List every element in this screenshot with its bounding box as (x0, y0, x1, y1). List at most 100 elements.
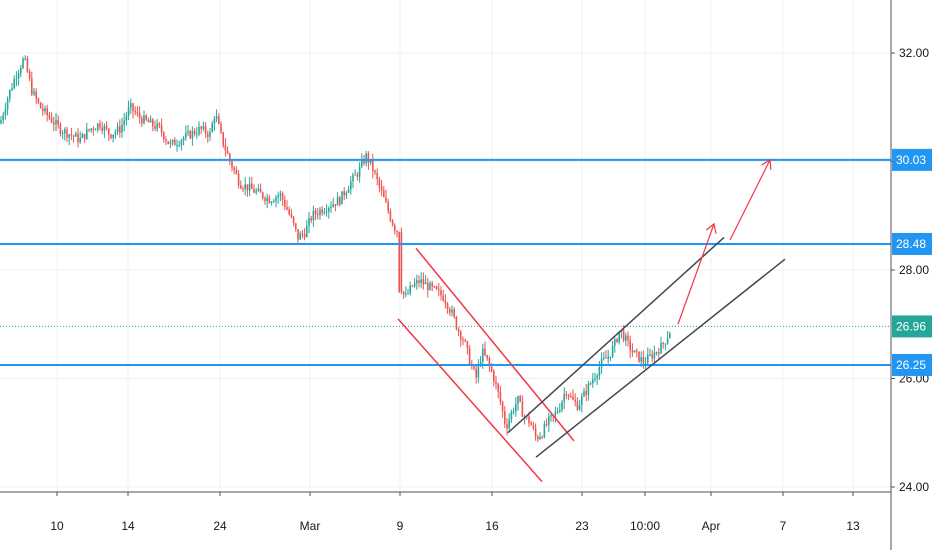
candle-body (209, 132, 211, 137)
candle-body (369, 159, 372, 163)
candle-body (627, 335, 629, 341)
candle-body (145, 115, 147, 120)
candle-body (508, 419, 510, 429)
candle-body (655, 352, 658, 354)
candle-body (108, 128, 110, 135)
candle-body (174, 139, 176, 146)
candle-body (229, 153, 231, 162)
candle-body (424, 282, 427, 285)
candle-body (237, 173, 240, 186)
candle-body (22, 58, 24, 68)
candle-body (97, 123, 99, 130)
candle-body (53, 122, 55, 125)
candle-body (319, 209, 321, 216)
price-tick-label: 28.00 (899, 263, 929, 277)
candle-body (246, 184, 249, 191)
candle-body (101, 127, 103, 131)
candle-body (312, 210, 315, 221)
candle-body (592, 379, 594, 384)
candle-body (288, 209, 290, 215)
candle-body (336, 197, 339, 206)
level-badge-28.48-label: 28.48 (896, 237, 926, 251)
candle-body (103, 125, 106, 131)
candle-body (411, 285, 414, 287)
candle-body (306, 225, 308, 238)
candle-body (200, 126, 202, 129)
candle-body (332, 204, 334, 207)
candle-body (83, 133, 86, 139)
candle-body (416, 280, 418, 284)
candle-body (160, 125, 163, 133)
candle-body (490, 365, 493, 372)
candle-body (297, 228, 299, 240)
candle-body (99, 123, 101, 128)
candle-body (449, 309, 451, 313)
candle-body (512, 411, 515, 413)
candle-body (94, 129, 97, 131)
candle-body (444, 300, 447, 304)
candle-body (649, 354, 651, 356)
candle-body (50, 117, 53, 123)
candle-body (207, 133, 209, 137)
candle-body (479, 361, 482, 366)
candle-body (17, 73, 20, 79)
candle-body (347, 189, 350, 193)
candle-body (182, 137, 185, 141)
candle-body (2, 115, 4, 121)
candle-body (391, 220, 394, 226)
candle-body (253, 188, 255, 193)
candle-body (466, 341, 469, 349)
grid-lines (0, 0, 891, 492)
candle-body (561, 401, 563, 410)
candle-body (233, 167, 235, 170)
candle-body (116, 126, 119, 133)
candle-body (565, 394, 568, 396)
candle-body (121, 124, 123, 133)
candle-body (372, 159, 374, 171)
candle-body (226, 150, 229, 154)
candle-body (583, 391, 585, 397)
candle-body (240, 185, 242, 189)
time-tick-label: 10:00 (630, 519, 660, 533)
candle-body (279, 193, 282, 196)
candle-body (303, 234, 306, 238)
time-tick-label: 24 (213, 519, 227, 533)
candle-body (215, 116, 218, 119)
candle-body (70, 134, 73, 136)
projection-arrows (677, 158, 772, 325)
candle-body (255, 190, 257, 193)
time-tick-label: 10 (50, 519, 64, 533)
candle-body (273, 201, 275, 203)
candle-body (317, 214, 319, 216)
candle-body (618, 331, 620, 342)
candle-body (110, 134, 112, 138)
candle-body (517, 395, 519, 405)
candle-body (440, 290, 442, 296)
projection-arrow-shaft (729, 159, 771, 241)
candle-body (198, 126, 200, 135)
candle-body (422, 279, 425, 285)
candle-body (130, 103, 132, 108)
candle-body (185, 132, 187, 138)
candle-body (614, 339, 616, 346)
candle-body (92, 128, 95, 130)
candle-body (482, 348, 484, 362)
candle-body (418, 280, 420, 283)
candle-body (587, 383, 590, 395)
candle-body (638, 351, 640, 362)
candle-body (662, 342, 664, 345)
candle-body (334, 204, 337, 206)
candle-body (460, 331, 462, 340)
candle-body (152, 119, 154, 127)
candle-body (567, 394, 570, 397)
candle-body (31, 78, 33, 95)
last-price-badge-label: 26.96 (896, 319, 926, 333)
candle-body (235, 169, 238, 174)
candle-body (367, 153, 370, 163)
candle-body (396, 230, 398, 233)
candle-body (158, 123, 161, 126)
candle-body (530, 423, 532, 426)
candle-body (376, 172, 378, 180)
